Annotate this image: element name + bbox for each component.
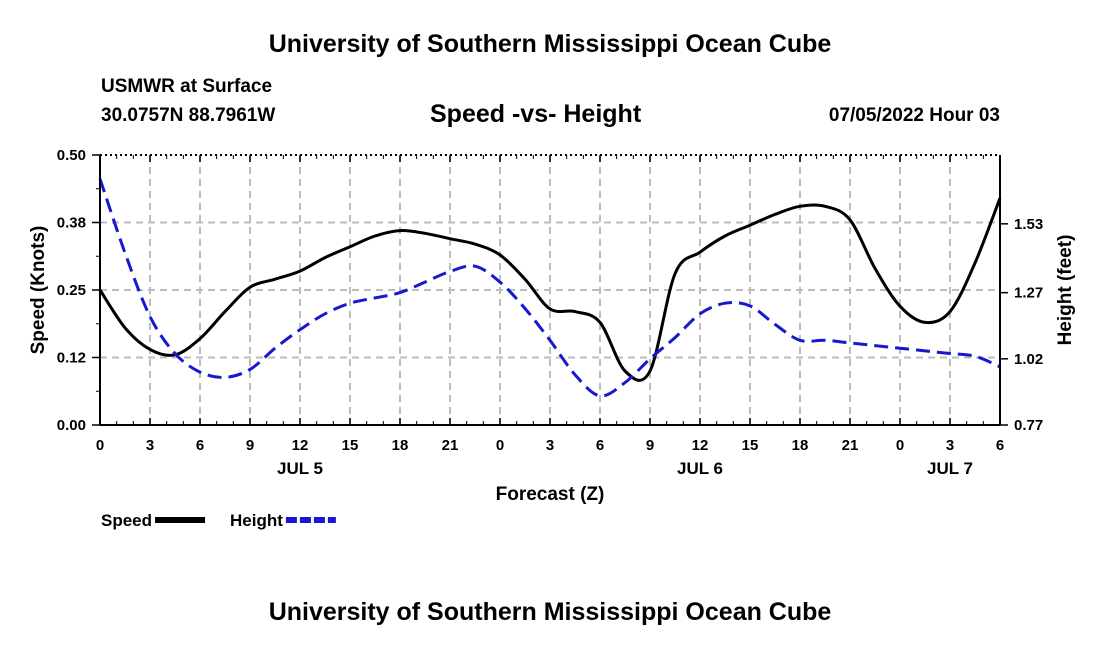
x-tick-label: 3 <box>546 437 554 454</box>
station-name: USMWR at Surface <box>101 76 273 97</box>
station-coords: 30.0757N 88.7961W <box>101 105 276 126</box>
y2-axis-label: Height (feet) <box>1055 235 1076 346</box>
x-tick-label: 15 <box>742 437 759 454</box>
x-tick-label: 0 <box>96 437 104 454</box>
y-axis-label: Speed (Knots) <box>28 226 49 355</box>
x-tick-label: 18 <box>792 437 809 454</box>
y2-tick-label: 1.27 <box>1014 285 1043 302</box>
x-tick-label: 6 <box>596 437 604 454</box>
x-tick-label: 3 <box>946 437 954 454</box>
x-tick-label: 21 <box>842 437 859 454</box>
x-tick-label: 12 <box>292 437 309 454</box>
chart-title: Speed -vs- Height <box>430 100 642 128</box>
chart-datetime: 07/05/2022 Hour 03 <box>828 105 1000 126</box>
day-label: JUL 6 <box>677 459 723 478</box>
x-tick-label: 21 <box>442 437 459 454</box>
x-tick-label: 0 <box>496 437 504 454</box>
y-tick-label: 0.25 <box>57 282 86 299</box>
x-tick-label: 3 <box>146 437 154 454</box>
y-tick-label: 0.12 <box>57 350 86 367</box>
axis-labels: Forecast (Z) Speed (Knots) Height (feet) <box>28 226 1076 505</box>
y-tick-label: 0.50 <box>57 147 86 164</box>
legend-label-speed: Speed <box>101 511 152 530</box>
page-title: University of Southern Mississippi Ocean… <box>268 30 832 58</box>
day-label: JUL 7 <box>927 459 973 478</box>
x-tick-label: 12 <box>692 437 709 454</box>
series-line-height <box>98 178 1001 398</box>
legend: Speed Height <box>101 511 336 530</box>
series-layer <box>98 178 1002 398</box>
y2-tick-label: 1.53 <box>1014 216 1043 233</box>
x-tick-label: 6 <box>196 437 204 454</box>
x-tick-label: 18 <box>392 437 409 454</box>
x-tick-label: 9 <box>646 437 654 454</box>
x-axis-label: Forecast (Z) <box>496 484 605 505</box>
grid <box>100 155 1000 425</box>
x-tick-label: 0 <box>896 437 904 454</box>
x-tick-label: 9 <box>246 437 254 454</box>
y2-tick-label: 1.02 <box>1014 351 1043 368</box>
footer-title: University of Southern Mississippi Ocean… <box>268 598 832 626</box>
legend-label-height: Height <box>230 511 283 530</box>
y-tick-label: 0.38 <box>57 215 86 232</box>
y-tick-label: 0.00 <box>57 417 86 434</box>
axes: 0 3 6 9 12 15 18 21 0 3 6 9 12 15 18 21 0 3 6 JUL 5 JUL 6 JUL… <box>57 147 1043 478</box>
x-tick-label: 6 <box>996 437 1004 454</box>
y2-tick-label: 0.77 <box>1014 417 1043 434</box>
day-label: JUL 5 <box>277 459 323 478</box>
series-line-speed <box>98 197 1002 382</box>
x-tick-label: 15 <box>342 437 359 454</box>
